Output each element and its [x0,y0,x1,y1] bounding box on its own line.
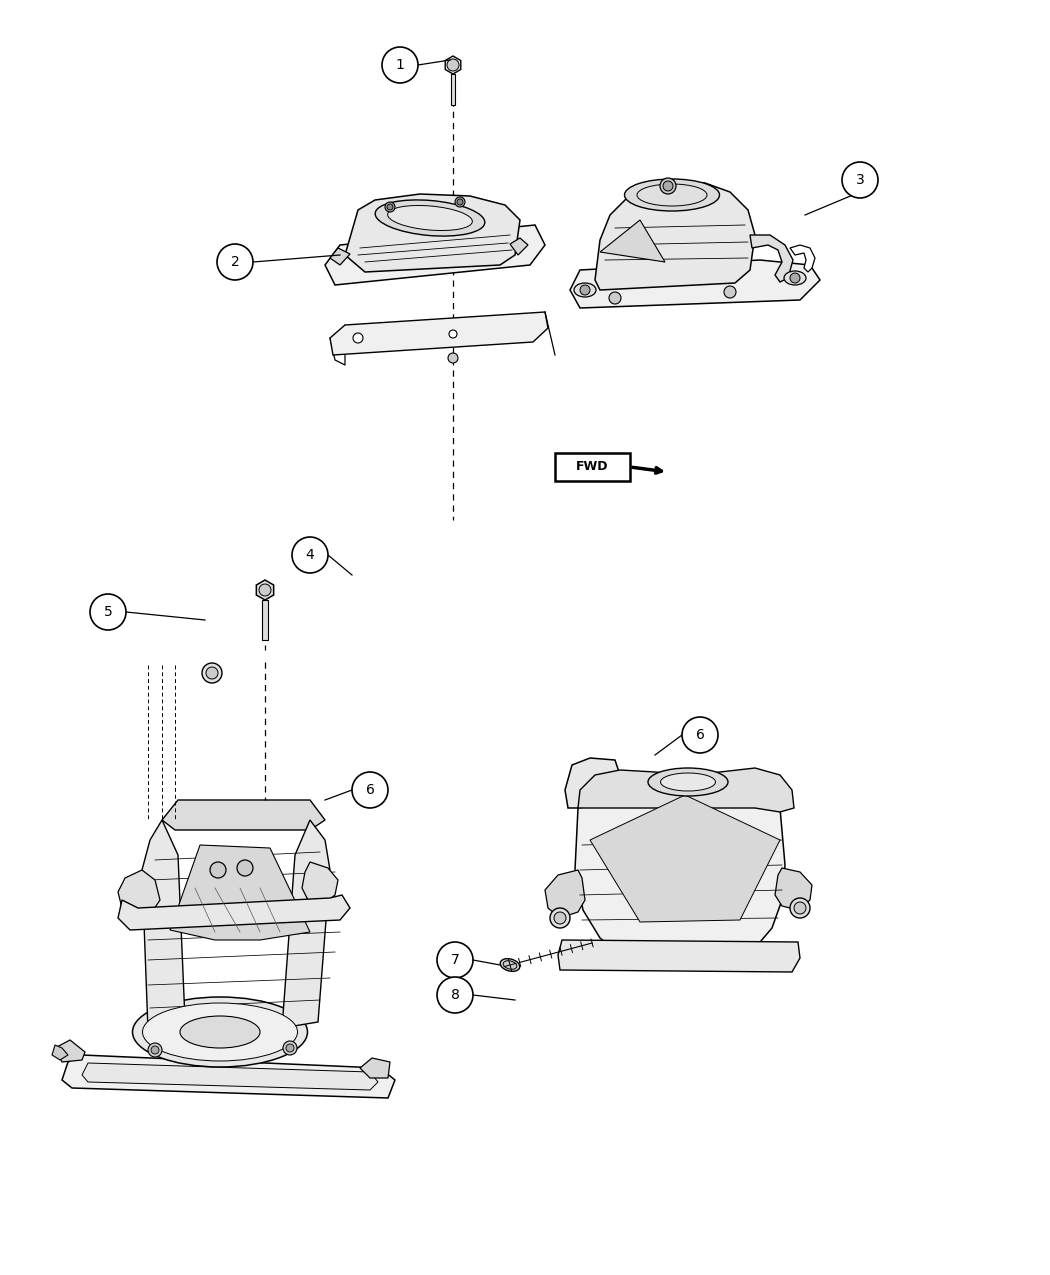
Circle shape [385,201,395,212]
Polygon shape [55,1040,85,1062]
Circle shape [292,537,328,572]
Polygon shape [575,799,785,965]
Circle shape [259,584,271,595]
Ellipse shape [637,184,707,207]
Polygon shape [452,74,455,105]
Circle shape [790,898,810,918]
Circle shape [724,286,736,298]
Ellipse shape [660,773,715,790]
Circle shape [286,1044,294,1052]
Polygon shape [82,1063,378,1090]
Ellipse shape [625,179,719,210]
Text: 1: 1 [396,57,404,71]
Polygon shape [445,56,461,74]
Bar [555,453,630,481]
Circle shape [554,912,566,924]
Circle shape [437,977,472,1014]
Polygon shape [256,580,274,601]
Circle shape [455,198,465,207]
Polygon shape [750,235,793,282]
Polygon shape [142,820,185,1030]
Circle shape [449,330,457,338]
Circle shape [284,1040,297,1054]
Polygon shape [118,870,160,918]
Circle shape [217,244,253,280]
Polygon shape [118,895,350,929]
Polygon shape [790,245,815,272]
Text: 6: 6 [695,728,705,742]
Circle shape [237,861,253,876]
Polygon shape [360,1058,390,1077]
Circle shape [353,333,363,343]
Polygon shape [330,312,548,354]
Circle shape [448,353,458,363]
Circle shape [90,594,126,630]
Ellipse shape [784,272,806,286]
Text: 8: 8 [450,988,460,1002]
Text: 5: 5 [104,606,112,618]
Circle shape [447,59,459,71]
Ellipse shape [180,1016,260,1048]
Ellipse shape [387,205,472,231]
Polygon shape [590,796,780,922]
Circle shape [387,204,393,210]
Circle shape [437,942,472,978]
Ellipse shape [132,997,308,1067]
Polygon shape [600,221,665,261]
Text: 6: 6 [365,783,375,797]
Ellipse shape [375,200,485,236]
Circle shape [790,273,800,283]
Circle shape [682,717,718,754]
Text: FWD: FWD [575,460,608,473]
Ellipse shape [503,961,517,969]
Polygon shape [162,799,326,830]
Ellipse shape [574,283,596,297]
Polygon shape [565,759,620,808]
Polygon shape [510,238,528,255]
Ellipse shape [500,959,520,972]
Polygon shape [345,194,520,272]
Polygon shape [262,601,268,640]
Text: 7: 7 [450,952,460,966]
Circle shape [202,663,222,683]
Polygon shape [558,940,800,972]
Text: 3: 3 [856,173,864,187]
Circle shape [609,292,621,303]
Circle shape [663,181,673,191]
Circle shape [352,771,388,808]
Circle shape [206,667,218,680]
Circle shape [550,908,570,928]
Circle shape [148,1043,162,1057]
Polygon shape [326,224,545,286]
Polygon shape [595,184,755,289]
Polygon shape [170,845,310,940]
Circle shape [151,1046,159,1054]
Polygon shape [775,868,812,910]
Circle shape [660,179,676,194]
Polygon shape [302,862,338,905]
Circle shape [382,47,418,83]
Ellipse shape [143,1003,297,1061]
Circle shape [580,286,590,295]
Ellipse shape [648,768,728,796]
Text: 2: 2 [231,255,239,269]
Circle shape [794,901,806,914]
Circle shape [842,162,878,198]
Polygon shape [62,1054,395,1098]
Circle shape [210,862,226,878]
Polygon shape [545,870,585,918]
Polygon shape [330,249,350,265]
Polygon shape [52,1046,68,1060]
Polygon shape [282,820,330,1028]
Polygon shape [578,768,794,812]
Text: 4: 4 [306,548,314,562]
Polygon shape [570,260,820,309]
Circle shape [457,199,463,205]
